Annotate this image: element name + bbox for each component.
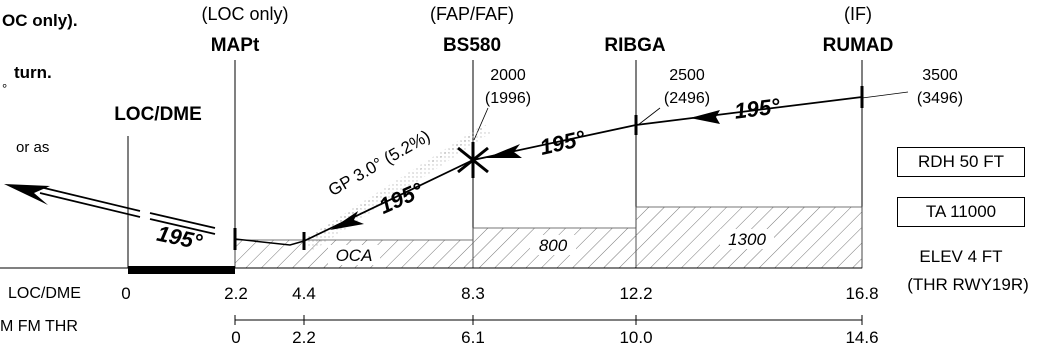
left-note-4: or as <box>16 139 49 156</box>
bs580-role: (FAP/FAF) <box>430 4 514 24</box>
oca-label-3: 1300 <box>728 230 766 249</box>
rumad-altitude-paren: (3496) <box>917 90 963 107</box>
elevation-label: ELEV 4 FT <box>919 247 1002 266</box>
rumad-role: (IF) <box>844 4 872 24</box>
intermediate-arrowhead <box>486 144 522 158</box>
oca-label-1: OCA <box>336 246 373 265</box>
bs580-altitude: 2000 <box>490 67 526 84</box>
course-label-initial: 195° <box>733 93 781 123</box>
left-note-1: OC only). <box>2 11 78 30</box>
bs580-name: BS580 <box>443 35 501 56</box>
loc-dme-scale-value: 0 <box>121 284 130 303</box>
final-arrowhead <box>330 211 364 230</box>
missed-arrowhead <box>4 184 50 205</box>
rdh-box: RDH 50 FT <box>897 147 1025 177</box>
fm-thr-scale-value: 6.1 <box>461 328 485 347</box>
faf-cross-icon <box>457 142 489 178</box>
ribga-name: RIBGA <box>604 35 666 56</box>
loc-dme-scale-value: 2.2 <box>224 284 248 303</box>
final-segment <box>303 159 474 242</box>
procedure-label: LOC/DME <box>114 104 202 125</box>
oca-label-2: 800 <box>539 236 568 255</box>
loc-dme-scale-value: 4.4 <box>292 284 316 303</box>
bs580-altitude-paren: (1996) <box>485 90 531 107</box>
rumad-name: RUMAD <box>823 35 894 56</box>
left-note-3: ° <box>2 81 7 96</box>
mapt-name: MAPt <box>211 35 260 56</box>
ribga-altitude-leader <box>637 107 661 126</box>
loc-dme-scale-value: 8.3 <box>461 284 485 303</box>
course-label-intermediate: 195° <box>537 125 587 160</box>
left-note-2: turn. <box>14 63 52 82</box>
threshold-label: (THR RWY19R) <box>907 275 1029 294</box>
fm-thr-scale-label: M FM THR <box>0 318 78 335</box>
fm-thr-scale-value: 10.0 <box>619 328 652 347</box>
fm-thr-scale-value: 14.6 <box>845 328 878 347</box>
initial-segment <box>635 96 863 126</box>
course-label-final: 195° <box>375 177 427 218</box>
initial-arrowhead <box>690 110 720 124</box>
ribga-altitude-paren: (2496) <box>664 90 710 107</box>
loc-dme-scale-label: LOC/DME <box>8 285 81 302</box>
fm-thr-scale-value: 2.2 <box>292 328 316 347</box>
ribga-altitude: 2500 <box>669 67 705 84</box>
missed-approach-path <box>39 186 216 235</box>
fm-thr-scale-value: 0 <box>231 328 240 347</box>
loc-dme-scale-value: 12.2 <box>619 284 652 303</box>
mapt-segment <box>234 238 305 246</box>
course-label-missed: 195° <box>155 221 205 255</box>
rumad-altitude-leader <box>861 91 909 99</box>
loc-dme-scale-value: 16.8 <box>845 284 878 303</box>
rumad-altitude: 3500 <box>922 67 958 84</box>
runway-bar <box>128 266 235 274</box>
mapt-role: (LOC only) <box>201 4 288 24</box>
ta-box: TA 11000 <box>897 197 1025 227</box>
